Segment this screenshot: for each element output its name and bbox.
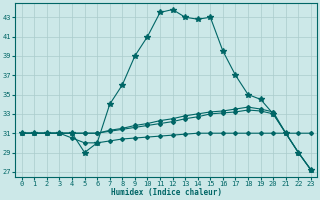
- X-axis label: Humidex (Indice chaleur): Humidex (Indice chaleur): [111, 188, 222, 197]
